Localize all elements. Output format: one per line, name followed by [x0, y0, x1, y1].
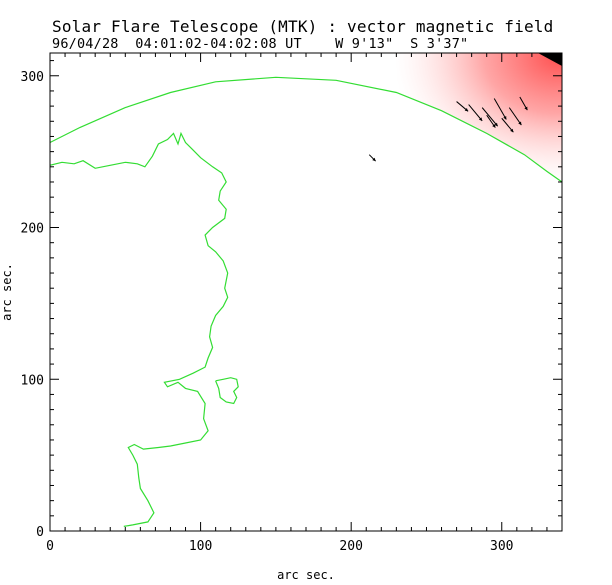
y-tick-label: 200	[21, 222, 44, 237]
field-vector	[486, 114, 496, 128]
x-tick-label: 200	[339, 539, 362, 554]
neutral-line-contour	[50, 131, 229, 527]
field-vector	[519, 96, 528, 111]
saturated-corner	[538, 53, 562, 66]
chart-subtitle: 96/04/28 04:01:02-04:02:08 UT W 9'13" S …	[52, 36, 469, 52]
limb-contour	[50, 76, 562, 183]
field-vector	[456, 101, 469, 112]
y-axis-label: arc sec.	[0, 263, 14, 321]
field-vector	[468, 104, 483, 122]
x-tick-label: 0	[46, 539, 54, 554]
x-tick-label: 300	[490, 539, 513, 554]
chart-title: Solar Flare Telescope (MTK) : vector mag…	[52, 17, 554, 36]
island-contour	[215, 377, 239, 405]
field-vector	[481, 107, 499, 127]
y-tick-label: 100	[21, 373, 44, 388]
field-vector	[508, 107, 522, 126]
field-vector	[501, 117, 514, 133]
x-axis-label: arc sec.	[277, 568, 335, 582]
y-tick-label: 300	[21, 70, 44, 85]
x-tick-label: 100	[189, 539, 212, 554]
field-vector	[368, 154, 376, 162]
y-tick-label: 0	[36, 525, 44, 540]
field-vector	[493, 98, 507, 120]
